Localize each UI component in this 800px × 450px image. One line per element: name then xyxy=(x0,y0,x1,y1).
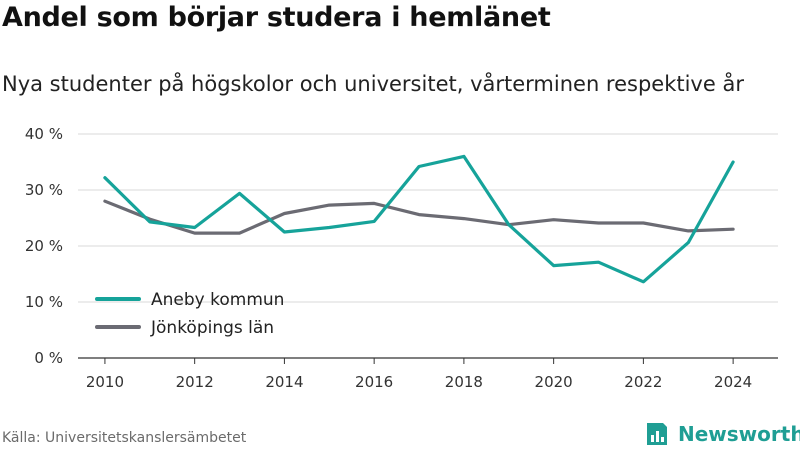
brand-logo: Newsworthy xyxy=(644,421,800,447)
series-line-jönköpings-län xyxy=(103,199,735,235)
x-axis-ticks: 2010 2012 2014 2016 2018 2020 2022 2024 xyxy=(86,358,752,391)
x-tick-label: 2024 xyxy=(714,373,752,391)
x-tick-label: 2020 xyxy=(535,373,573,391)
x-tick-label: 2014 xyxy=(265,373,303,391)
x-tick-label: 2022 xyxy=(624,373,662,391)
y-tick-label: 10 % xyxy=(25,293,63,311)
x-tick-label: 2018 xyxy=(445,373,483,391)
y-tick-label: 0 % xyxy=(34,349,63,367)
series-lines xyxy=(103,154,735,284)
y-axis-ticks: 0 % 10 % 20 % 30 % 40 % xyxy=(25,125,63,367)
chart-subtitle: Nya studenter på högskolor och universit… xyxy=(2,72,744,96)
line-chart: 0 % 10 % 20 % 30 % 40 % 2010 2012 2014 2016 2018… xyxy=(25,125,778,391)
y-tick-label: 40 % xyxy=(25,125,63,143)
source-note: Källa: Universitetskanslersämbetet xyxy=(2,430,247,446)
y-tick-label: 20 % xyxy=(25,237,63,255)
x-tick-label: 2016 xyxy=(355,373,393,391)
x-tick-label: 2012 xyxy=(176,373,214,391)
legend-label: Jönköpings län xyxy=(150,318,274,338)
series-line-aneby-kommun xyxy=(103,154,735,284)
x-tick-label: 2010 xyxy=(86,373,124,391)
bar-chart-document-icon xyxy=(647,423,667,445)
y-tick-label: 30 % xyxy=(25,181,63,199)
chart-title: Andel som börjar studera i hemlänet xyxy=(2,2,551,33)
brand-name: Newsworthy xyxy=(678,422,800,446)
legend: Aneby kommun Jönköpings län xyxy=(95,290,284,338)
legend-label: Aneby kommun xyxy=(151,290,284,310)
